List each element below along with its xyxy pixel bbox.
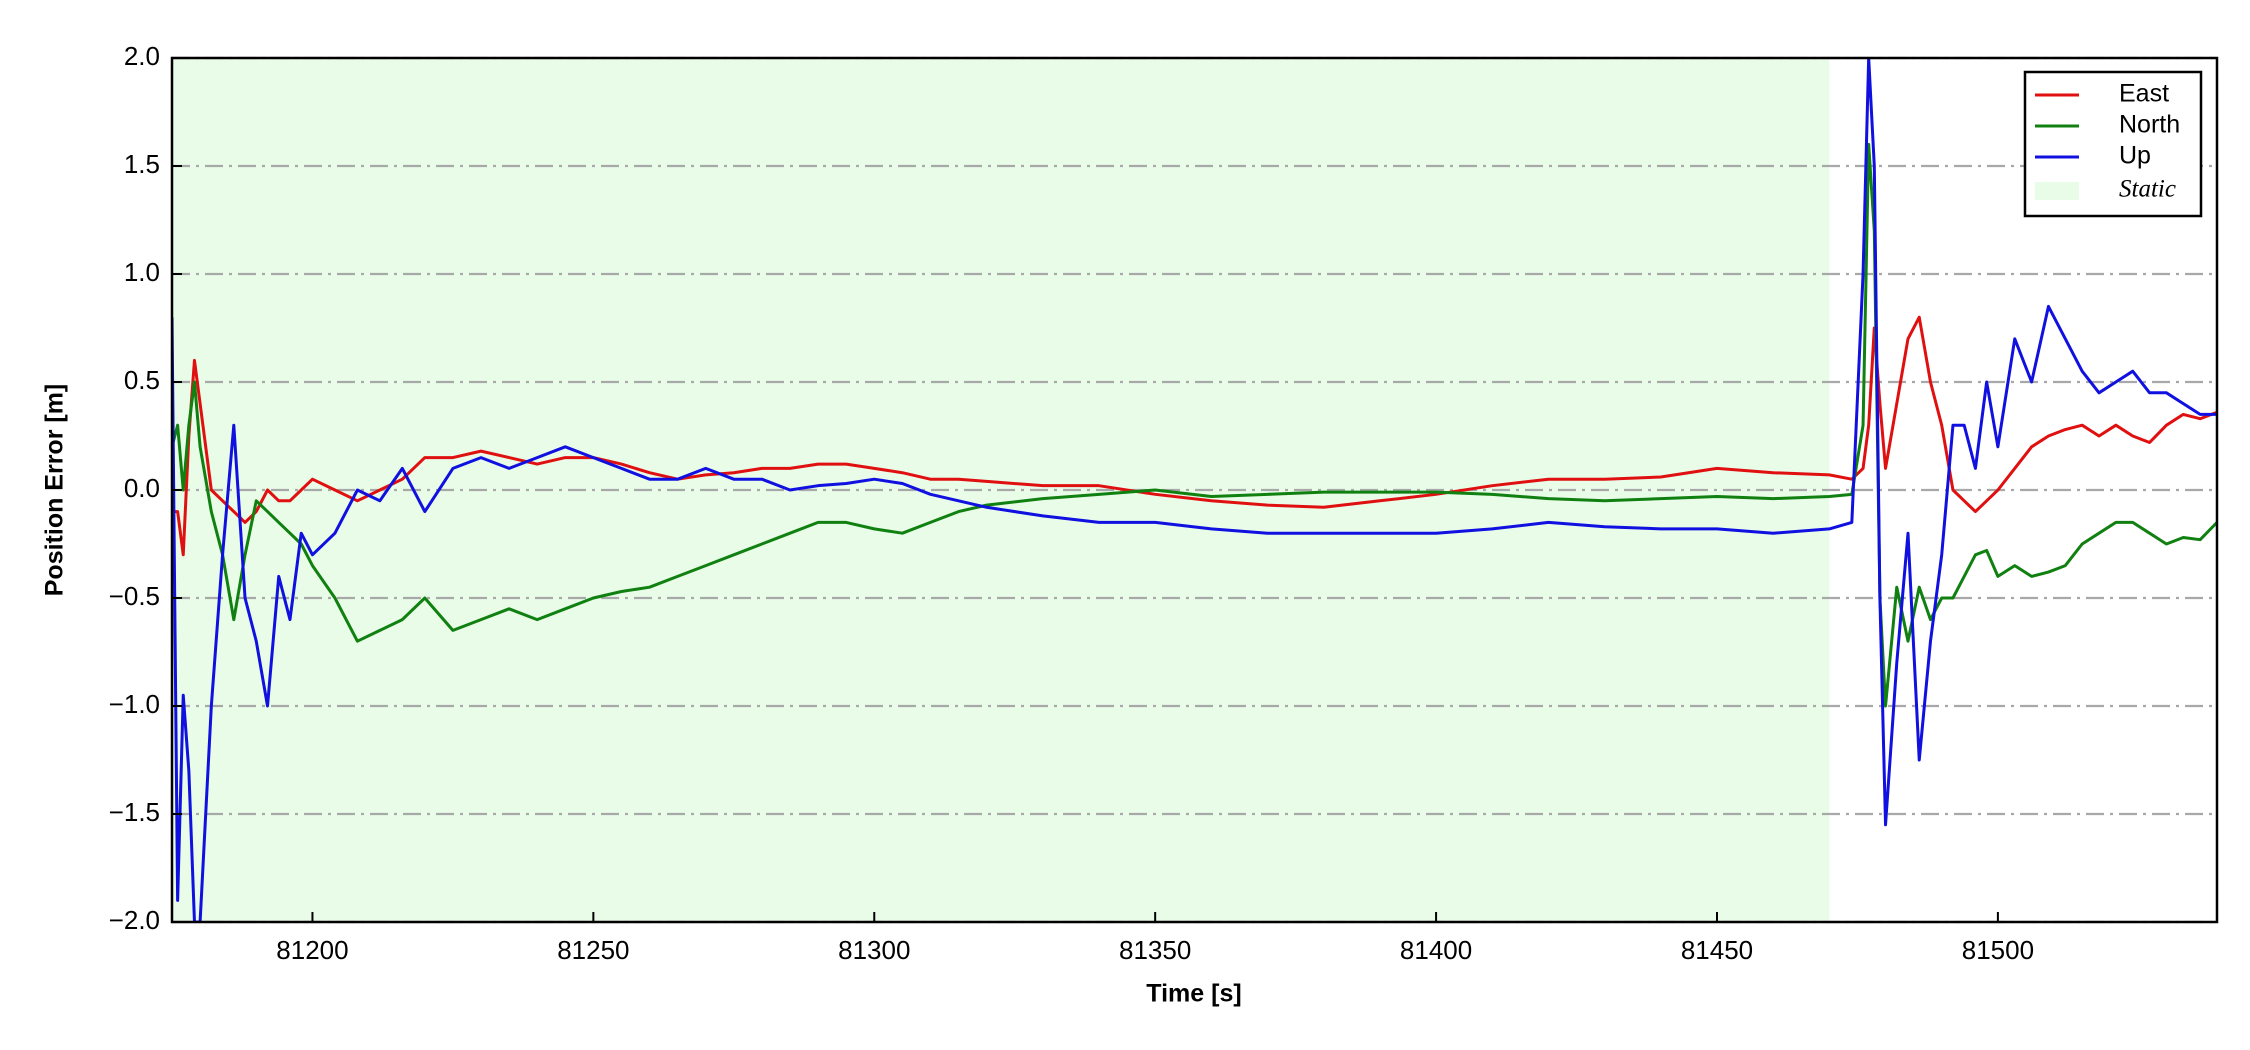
legend: East North Up Static: [2023, 70, 2203, 218]
y-tick-label: 2.0: [124, 41, 160, 71]
x-tick-label: 81350: [1119, 935, 1191, 965]
x-tick-label: 81300: [838, 935, 910, 965]
lines-layer: [172, 58, 2217, 922]
y-axis-label: Position Error [m]: [41, 384, 69, 597]
y-tick-label: −1.0: [109, 689, 160, 719]
axes-layer: −2.0 −1.5 −1.0 −0.5 0.0 0.5 1.0 1.5 2.0 81200 8125…: [109, 41, 2034, 965]
x-tick-label: 81500: [1962, 935, 2034, 965]
series-line: [172, 58, 2217, 922]
x-tick-label: 81400: [1400, 935, 1472, 965]
x-tick-label: 81250: [557, 935, 629, 965]
legend-label: North: [2119, 111, 2180, 139]
y-tick-label: 1.5: [124, 149, 160, 179]
y-tick-label: −0.5: [109, 581, 160, 611]
legend-label: Static: [2119, 176, 2176, 203]
legend-label: East: [2119, 80, 2169, 108]
y-tick-label: 0.0: [124, 473, 160, 503]
legend-label: Up: [2119, 142, 2151, 170]
x-axis-label: Time [s]: [1146, 980, 1241, 1008]
legend-swatch: [2035, 182, 2079, 200]
y-tick-label: −1.5: [109, 797, 160, 827]
series-line: [172, 315, 2217, 557]
y-tick-label: 1.0: [124, 257, 160, 287]
x-tick-label: 81200: [276, 935, 348, 965]
x-tick-label: 81450: [1681, 935, 1753, 965]
y-tick-label: 0.5: [124, 365, 160, 395]
y-tick-label: −2.0: [109, 905, 160, 935]
